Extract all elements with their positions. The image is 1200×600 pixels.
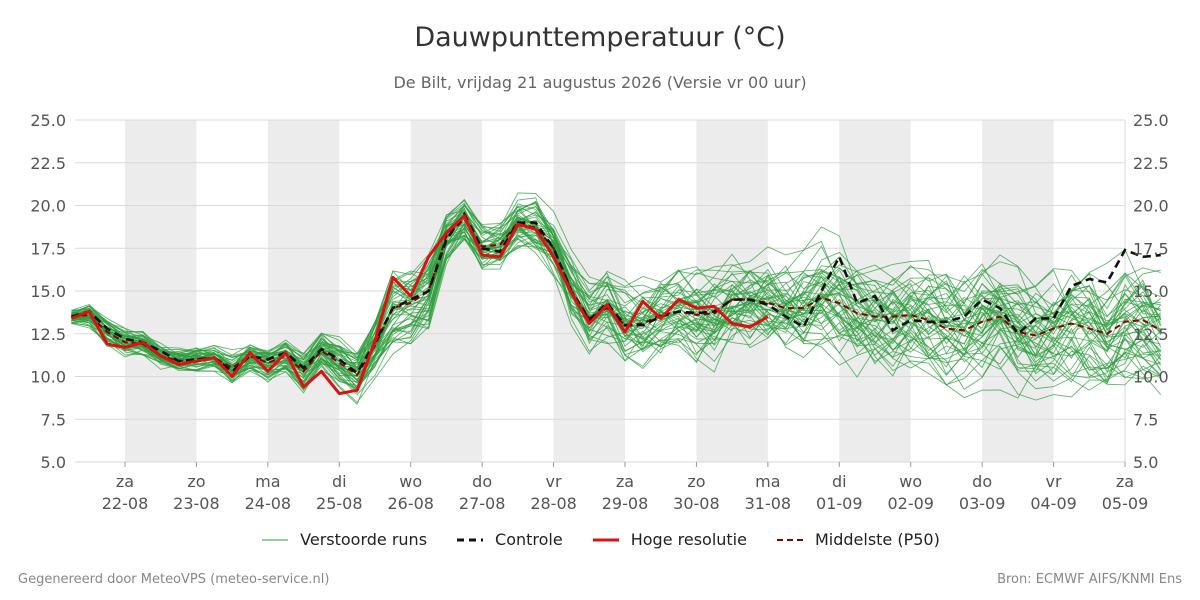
ensemble-member-line [71, 207, 1162, 372]
y-tick-label-right: 17.5 [1133, 239, 1169, 258]
x-tick-day: do [472, 472, 492, 491]
x-tick-date: 01-09 [816, 494, 863, 513]
x-tick-date: 04-09 [1030, 494, 1077, 513]
x-tick-day: vr [546, 472, 562, 491]
x-tick-day: di [332, 472, 347, 491]
x-tick-date: 24-08 [245, 494, 292, 513]
footer-source: Bron: ECMWF AIFS/KNMI Ens [997, 572, 1182, 587]
legend-control-label: Controle [495, 530, 563, 549]
y-tick-label-right: 20.0 [1133, 197, 1169, 216]
x-tick-day: vr [1046, 472, 1062, 491]
y-tick-label-right: 5.0 [1133, 453, 1158, 472]
legend-median-swatch [776, 538, 803, 541]
x-tick-date: 02-09 [887, 494, 934, 513]
ensemble-member-line [71, 224, 1161, 386]
x-tick-date: 30-08 [673, 494, 720, 513]
x-tick-day: za [116, 472, 134, 491]
x-tick-day: di [832, 472, 847, 491]
legend-control-swatch [457, 538, 484, 541]
axis-labels: 5.0 5.0 7.5 7.5 10.0 10.0 12.5 12.5 15.0 15.0 17.5… [30, 111, 1168, 513]
chart-subtitle: De Bilt, vrijdag 21 augustus 2026 (Versi… [393, 73, 807, 92]
x-tick-date: 26-08 [387, 494, 434, 513]
y-tick-label-right: 22.5 [1133, 154, 1169, 173]
x-tick-date: 28-08 [530, 494, 577, 513]
ensemble-member-line [71, 224, 1162, 395]
ensemble-member-line [71, 202, 1161, 368]
x-tick-date: 25-08 [316, 494, 363, 513]
legend-ensemble[interactable]: Verstoorde runs [260, 530, 427, 549]
y-tick-label-left: 25.0 [30, 111, 66, 130]
legend-hires-swatch [592, 538, 619, 541]
ensemble-member-line [71, 213, 1162, 376]
y-tick-label-left: 20.0 [30, 197, 66, 216]
x-tick-day: wo [899, 472, 922, 491]
footer-generated-by: Gegenereerd door MeteoVPS (meteo-service… [18, 572, 330, 587]
legend-ensemble-swatch [262, 539, 289, 540]
x-tick-date: 05-09 [1102, 494, 1149, 513]
hires-line [70, 214, 769, 396]
legend-control[interactable]: Controle [455, 530, 563, 549]
legend-hires[interactable]: Hoge resolutie [591, 530, 747, 549]
legend-hires-label: Hoge resolutie [630, 530, 747, 549]
y-tick-label-left: 15.0 [30, 282, 66, 301]
control-line [71, 211, 1161, 376]
x-tick-date: 27-08 [459, 494, 506, 513]
y-tick-label-left: 17.5 [30, 239, 66, 258]
ensemble-member-line [71, 203, 1162, 366]
x-tick-day: zo [187, 472, 205, 491]
x-tick-day: do [972, 472, 992, 491]
y-tick-label-left: 12.5 [30, 325, 66, 344]
x-tick-day: ma [755, 472, 780, 491]
legend-median-label: Middelste (P50) [814, 530, 940, 549]
x-tick-day: ma [255, 472, 280, 491]
x-tick-day: zo [687, 472, 705, 491]
legend-median[interactable]: Middelste (P50) [775, 530, 940, 549]
y-tick-label-right: 10.0 [1133, 368, 1169, 387]
x-tick-date: 29-08 [602, 494, 649, 513]
ensemble-member-line [71, 217, 1161, 379]
y-tick-label-left: 22.5 [30, 154, 66, 173]
x-tick-date: 23-08 [173, 494, 220, 513]
y-tick-label-left: 10.0 [30, 368, 66, 387]
x-tick-date: 31-08 [745, 494, 792, 513]
y-tick-label-right: 7.5 [1133, 410, 1158, 429]
ensemble-member-line [71, 235, 1161, 387]
x-tick-day: za [616, 472, 634, 491]
main-lines [70, 211, 1162, 396]
x-tick-day: wo [399, 472, 422, 491]
y-tick-label-left: 7.5 [41, 410, 66, 429]
ensemble-member-line [71, 207, 1161, 383]
ensemble-member-line [71, 225, 1161, 389]
legend: Verstoorde runs Controle Hoge resolutie … [0, 530, 1200, 549]
y-tick-label-left: 5.0 [41, 453, 66, 472]
ensemble-member-line [71, 231, 1161, 405]
x-tick-day: za [1116, 472, 1134, 491]
x-tick-date: 22-08 [102, 494, 149, 513]
legend-ensemble-label: Verstoorde runs [300, 530, 428, 549]
y-tick-label-right: 12.5 [1133, 325, 1169, 344]
y-tick-label-right: 15.0 [1133, 282, 1169, 301]
x-tick-date: 03-09 [959, 494, 1006, 513]
chart-title: Dauwpunttemperatuur (°C) [414, 22, 786, 53]
y-tick-label-right: 25.0 [1133, 111, 1169, 130]
